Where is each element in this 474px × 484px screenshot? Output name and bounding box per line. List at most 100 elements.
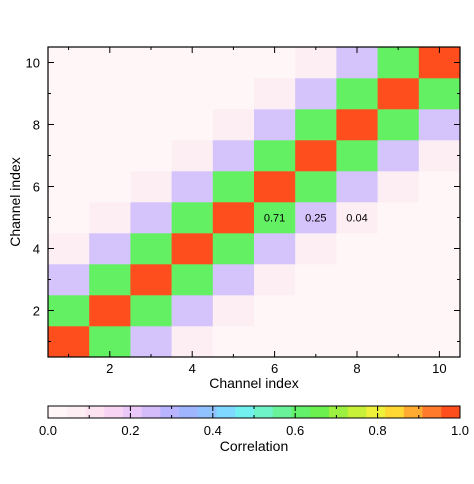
heatmap-cell [377, 109, 420, 141]
heatmap-cell [89, 295, 131, 327]
colorbar-label: Correlation [220, 438, 288, 454]
heatmap-cell [336, 171, 378, 203]
heatmap-cell [295, 171, 337, 203]
heatmap-cell [254, 295, 296, 327]
heatmap-cell [171, 140, 214, 172]
colorbar-segment [197, 406, 217, 418]
x-tick-label: 10 [432, 361, 446, 376]
heatmap-cell [295, 78, 337, 110]
heatmap-cell [418, 140, 461, 172]
heatmap-cell [89, 140, 131, 172]
cell-annotations: 0.71 0.25 0.04 [264, 213, 368, 225]
heatmap-cell [48, 109, 90, 141]
heatmap-cell [171, 295, 214, 327]
heatmap-cell [377, 264, 420, 296]
colorbar-segment [310, 406, 330, 418]
cell-annotation-label: 0.25 [305, 213, 326, 225]
heatmap-cell [89, 264, 131, 296]
heatmap-cell [254, 233, 296, 265]
heatmap-cell [212, 78, 255, 110]
heatmap-cell [418, 171, 461, 203]
x-tick-label: 2 [106, 361, 113, 376]
heatmap-cell [295, 295, 337, 327]
heatmap-cell [377, 78, 420, 110]
y-tick-label: 6 [33, 180, 40, 195]
heatmap-cell [336, 202, 378, 234]
heatmap-cell [130, 140, 172, 172]
heatmap-cell [130, 171, 172, 203]
heatmap-cell [89, 78, 131, 110]
heatmap-cell [418, 295, 461, 327]
heatmap-cell [377, 202, 420, 234]
colorbar-segment [441, 406, 461, 418]
heatmap-cell [171, 264, 214, 296]
x-tick-label: 4 [189, 361, 196, 376]
heatmap-cell [171, 78, 214, 110]
heatmap-cell [336, 264, 378, 296]
y-tick-label: 8 [33, 118, 40, 133]
heatmap-cell [171, 171, 214, 203]
colorbar-segment [366, 406, 386, 418]
heatmap-cell [171, 233, 214, 265]
colorbar-segment [347, 406, 367, 418]
colorbar-segment [291, 406, 311, 418]
x-tick-label: 8 [353, 361, 360, 376]
heatmap-cell [418, 78, 461, 110]
y-tick-label: 4 [33, 242, 40, 257]
heatmap-cell [48, 233, 90, 265]
x-tick-label: 6 [271, 361, 278, 376]
colorbar-segment [422, 406, 442, 418]
heatmap-cell [295, 202, 337, 234]
heatmap-cell [377, 47, 420, 79]
heatmap-cell [130, 78, 172, 110]
colorbar-segment [141, 406, 161, 418]
cell-annotation-label: 0.71 [264, 213, 285, 225]
heatmap-cell [48, 171, 90, 203]
y-tick-label: 10 [26, 56, 40, 71]
heatmap-cell [48, 264, 90, 296]
heatmap-cell [130, 295, 172, 327]
colorbar [48, 406, 461, 418]
heatmap-cell [48, 78, 90, 110]
heatmap-cell [336, 295, 378, 327]
heatmap-cell [295, 326, 337, 358]
heatmap-cell [418, 233, 461, 265]
colorbar-tick-label: 0.4 [204, 423, 222, 438]
colorbar-segment [122, 406, 143, 418]
axes-ticks: 2 4 6 8 10 2 4 6 8 10 [26, 47, 460, 376]
heatmap-cell [89, 233, 131, 265]
heatmap-cell [295, 47, 337, 79]
colorbar-tick-label: 1.0 [451, 423, 469, 438]
colorbar-segment [48, 406, 68, 418]
colorbar-tick-label: 0.6 [286, 423, 304, 438]
heatmap-cell [130, 233, 172, 265]
heatmap-cell [89, 109, 131, 141]
heatmap-cell [130, 326, 172, 358]
heatmap-cell [377, 171, 420, 203]
heatmap-cell [295, 264, 337, 296]
colorbar-segment [254, 406, 274, 418]
y-tick-label: 2 [33, 304, 40, 319]
heatmap-cell [295, 109, 337, 141]
colorbar-segment [385, 406, 405, 418]
colorbar-segment [235, 406, 255, 418]
heatmap-cell [377, 233, 420, 265]
heatmap-cells [48, 47, 461, 358]
heatmap-cell [295, 140, 337, 172]
heatmap-cell [48, 295, 90, 327]
heatmap-cell [377, 295, 420, 327]
heatmap-cell [254, 264, 296, 296]
colorbar-segment [85, 406, 105, 418]
colorbar-segment [328, 406, 349, 418]
heatmap-cell [336, 140, 378, 172]
heatmap-cell [130, 264, 172, 296]
heatmap-cell [377, 140, 420, 172]
heatmap-cell [336, 78, 378, 110]
colorbar-segment [216, 406, 236, 418]
heatmap-cell [212, 326, 255, 358]
plot-frame [47, 46, 461, 358]
heatmap-cell [48, 140, 90, 172]
heatmap-cell [212, 202, 255, 234]
heatmap-cell [212, 109, 255, 141]
